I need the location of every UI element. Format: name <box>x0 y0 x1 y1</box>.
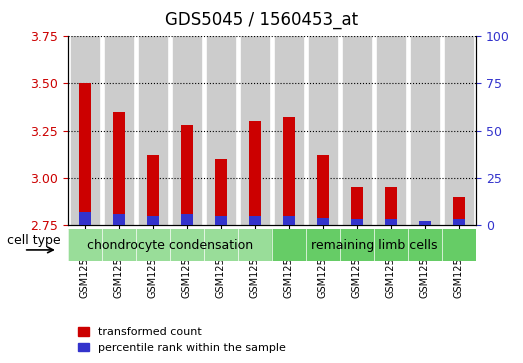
Bar <box>147 155 159 225</box>
Bar <box>283 216 295 225</box>
Bar <box>181 214 193 225</box>
Bar <box>71 36 98 225</box>
Bar <box>351 219 363 225</box>
Bar <box>215 216 227 225</box>
Text: GDS5045 / 1560453_at: GDS5045 / 1560453_at <box>165 11 358 29</box>
Bar <box>351 187 363 225</box>
Bar <box>207 36 234 225</box>
Bar <box>249 216 261 225</box>
Bar <box>317 155 329 225</box>
Bar <box>411 36 438 225</box>
Bar <box>343 36 370 225</box>
Bar <box>241 36 269 225</box>
Bar <box>275 36 302 225</box>
Bar <box>181 125 193 225</box>
Bar <box>147 216 159 225</box>
Bar <box>453 219 465 225</box>
Bar <box>385 187 397 225</box>
Bar <box>385 219 397 225</box>
Bar <box>68 229 272 261</box>
Bar <box>272 229 476 261</box>
Bar <box>309 36 336 225</box>
Bar <box>215 159 227 225</box>
Bar <box>173 36 200 225</box>
Text: chondrocyte condensation: chondrocyte condensation <box>87 238 253 252</box>
Text: remaining limb cells: remaining limb cells <box>311 238 437 252</box>
Bar <box>317 217 329 225</box>
Bar <box>79 212 91 225</box>
Bar <box>113 214 125 225</box>
Bar <box>453 197 465 225</box>
Bar <box>377 36 404 225</box>
Bar <box>445 36 472 225</box>
Bar <box>105 36 133 225</box>
Bar <box>249 121 261 225</box>
Text: cell type: cell type <box>7 234 61 246</box>
Bar <box>139 36 166 225</box>
Bar <box>283 118 295 225</box>
Bar <box>113 112 125 225</box>
Bar <box>419 221 431 225</box>
Bar <box>79 83 91 225</box>
Legend: transformed count, percentile rank within the sample: transformed count, percentile rank withi… <box>74 323 290 358</box>
